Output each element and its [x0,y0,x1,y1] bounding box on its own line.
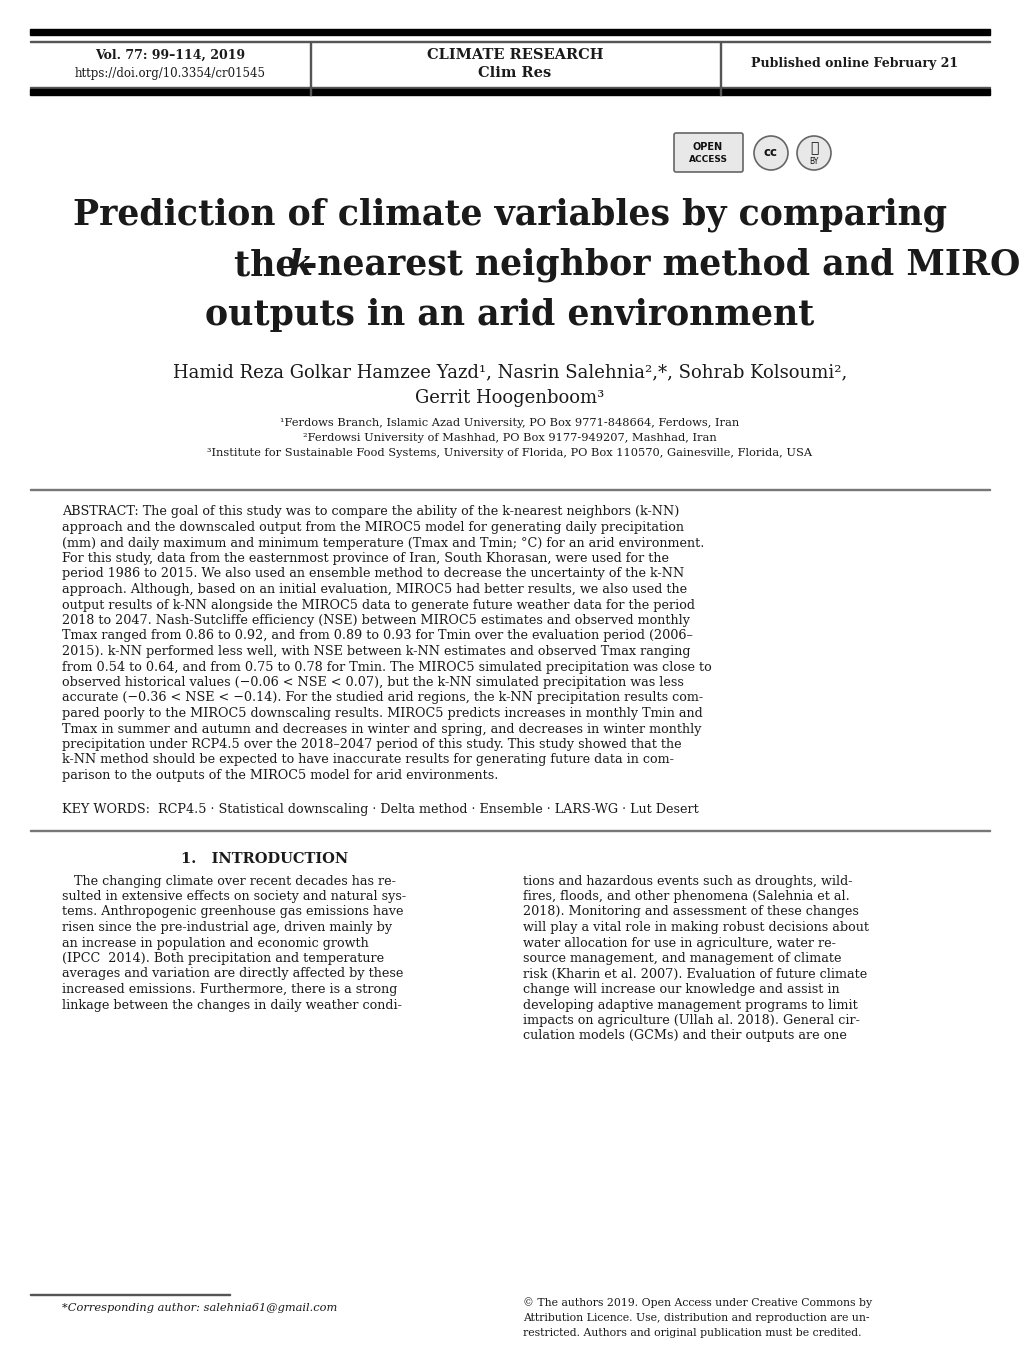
Text: https://doi.org/10.3354/cr01545: https://doi.org/10.3354/cr01545 [74,66,265,79]
Text: BY: BY [808,157,818,167]
Text: © The authors 2019. Open Access under Creative Commons by: © The authors 2019. Open Access under Cr… [523,1298,871,1309]
Text: Hamid Reza Golkar Hamzee Yazd¹, Nasrin Salehnia²,*, Sohrab Kolsoumi²,: Hamid Reza Golkar Hamzee Yazd¹, Nasrin S… [172,363,847,381]
Text: ⓘ: ⓘ [809,141,817,155]
Text: ³Institute for Sustainable Food Systems, University of Florida, PO Box 110570, G: ³Institute for Sustainable Food Systems,… [207,448,812,459]
Text: source management, and management of climate: source management, and management of cli… [523,952,841,964]
Text: approach. Although, based on an initial evaluation, MIROC5 had better results, w: approach. Although, based on an initial … [62,582,687,596]
Text: developing adaptive management programs to limit: developing adaptive management programs … [523,998,857,1011]
Text: 1.   INTRODUCTION: 1. INTRODUCTION [181,851,348,866]
Text: k-NN method should be expected to have inaccurate results for generating future : k-NN method should be expected to have i… [62,753,674,767]
Text: cc: cc [763,147,777,160]
Text: ¹Ferdows Branch, Islamic Azad University, PO Box 9771-848664, Ferdows, Iran: ¹Ferdows Branch, Islamic Azad University… [280,418,739,428]
Text: *Corresponding author: salehnia61@gmail.com: *Corresponding author: salehnia61@gmail.… [62,1303,337,1313]
Text: 2018 to 2047. Nash-Sutcliffe efficiency (NSE) between MIROC5 estimates and obser: 2018 to 2047. Nash-Sutcliffe efficiency … [62,615,689,627]
FancyBboxPatch shape [674,133,742,172]
Text: output results of k-NN alongside the MIROC5 data to generate future weather data: output results of k-NN alongside the MIR… [62,599,694,612]
Text: Published online February 21: Published online February 21 [751,58,958,70]
Text: water allocation for use in agriculture, water re-: water allocation for use in agriculture,… [523,936,835,950]
Text: CLIMATE RESEARCH: CLIMATE RESEARCH [426,48,602,62]
Text: outputs in an arid environment: outputs in an arid environment [205,299,814,332]
Text: an increase in population and economic growth: an increase in population and economic g… [62,936,369,950]
Text: The changing climate over recent decades has re-: The changing climate over recent decades… [62,874,395,888]
Bar [30,830,989,831]
Text: change will increase our knowledge and assist in: change will increase our knowledge and a… [523,983,839,997]
Bar [719,42,720,95]
Text: averages and variation are directly affected by these: averages and variation are directly affe… [62,967,403,981]
Text: accurate (−0.36 < NSE < −0.14). For the studied arid regions, the k-NN precipita: accurate (−0.36 < NSE < −0.14). For the … [62,691,702,705]
Text: linkage between the changes in daily weather condi-: linkage between the changes in daily wea… [62,998,401,1011]
Text: sulted in extensive effects on society and natural sys-: sulted in extensive effects on society a… [62,890,406,902]
Text: ACCESS: ACCESS [688,155,727,164]
Text: period 1986 to 2015. We also used an ensemble method to decrease the uncertainty: period 1986 to 2015. We also used an ens… [62,568,684,581]
Bar [30,89,989,95]
Bar [310,42,311,95]
Text: ²Ferdowsi University of Mashhad, PO Box 9177-949207, Mashhad, Iran: ²Ferdowsi University of Mashhad, PO Box … [303,433,716,443]
Text: approach and the downscaled output from the MIROC5 model for generating daily pr: approach and the downscaled output from … [62,521,684,534]
Text: KEY WORDS:  RCP4.5 · Statistical downscaling · Delta method · Ensemble · LARS-WG: KEY WORDS: RCP4.5 · Statistical downscal… [62,803,698,815]
Text: precipitation under RCP4.5 over the 2018–2047 period of this study. This study s: precipitation under RCP4.5 over the 2018… [62,738,681,751]
Circle shape [753,136,788,169]
Text: ABSTRACT: The goal of this study was to compare the ability of the k-nearest nei: ABSTRACT: The goal of this study was to … [62,506,679,519]
Text: increased emissions. Furthermore, there is a strong: increased emissions. Furthermore, there … [62,983,397,997]
Text: tems. Anthropogenic greenhouse gas emissions have: tems. Anthropogenic greenhouse gas emiss… [62,905,404,919]
Text: impacts on agriculture (Ullah al. 2018). General cir-: impacts on agriculture (Ullah al. 2018).… [523,1014,859,1028]
Text: Attribution Licence. Use, distribution and reproduction are un-: Attribution Licence. Use, distribution a… [523,1313,868,1323]
Text: 2018). Monitoring and assessment of these changes: 2018). Monitoring and assessment of thes… [523,905,858,919]
Text: (mm) and daily maximum and minimum temperature (Tmax and Tmin; °C) for an arid e: (mm) and daily maximum and minimum tempe… [62,537,704,550]
Text: culation models (GCMs) and their outputs are one: culation models (GCMs) and their outputs… [523,1029,846,1042]
Text: Gerrit Hoogenboom³: Gerrit Hoogenboom³ [415,389,604,408]
Text: fires, floods, and other phenomena (Salehnia et al.: fires, floods, and other phenomena (Sale… [523,890,849,902]
Text: will play a vital role in making robust decisions about: will play a vital role in making robust … [523,921,868,933]
Text: parison to the outputs of the MIROC5 model for arid environments.: parison to the outputs of the MIROC5 mod… [62,769,498,781]
Text: restricted. Authors and original publication must be credited.: restricted. Authors and original publica… [523,1328,861,1338]
Text: the: the [233,247,309,282]
Text: (IPCC  2014). Both precipitation and temperature: (IPCC 2014). Both precipitation and temp… [62,952,384,964]
Text: risk (Kharin et al. 2007). Evaluation of future climate: risk (Kharin et al. 2007). Evaluation of… [523,967,866,981]
Text: -nearest neighbor method and MIROC5: -nearest neighbor method and MIROC5 [303,247,1019,282]
Text: Tmax ranged from 0.86 to 0.92, and from 0.89 to 0.93 for Tmin over the evaluatio: Tmax ranged from 0.86 to 0.92, and from … [62,629,692,643]
Text: 2015). k-NN performed less well, with NSE between k-NN estimates and observed Tm: 2015). k-NN performed less well, with NS… [62,646,690,658]
Text: risen since the pre-industrial age, driven mainly by: risen since the pre-industrial age, driv… [62,921,391,933]
Text: pared poorly to the MIROC5 downscaling results. MIROC5 predicts increases in mon: pared poorly to the MIROC5 downscaling r… [62,707,702,720]
Text: Tmax in summer and autumn and decreases in winter and spring, and decreases in w: Tmax in summer and autumn and decreases … [62,722,701,736]
Text: For this study, data from the easternmost province of Iran, South Khorasan, were: For this study, data from the easternmos… [62,551,668,565]
Text: tions and hazardous events such as droughts, wild-: tions and hazardous events such as droug… [523,874,852,888]
Circle shape [796,136,830,169]
Text: OPEN: OPEN [692,143,722,152]
Text: observed historical values (−0.06 < NSE < 0.07), but the k-NN simulated precipit: observed historical values (−0.06 < NSE … [62,677,683,689]
Text: from 0.54 to 0.64, and from 0.75 to 0.78 for Tmin. The MIROC5 simulated precipit: from 0.54 to 0.64, and from 0.75 to 0.78… [62,660,711,674]
Text: Vol. 77: 99–114, 2019: Vol. 77: 99–114, 2019 [95,48,245,62]
Text: Clim Res: Clim Res [478,66,551,79]
Bar [30,488,989,490]
Text: Prediction of climate variables by comparing: Prediction of climate variables by compa… [73,198,946,233]
Bar [30,30,989,35]
Text: k: k [289,247,313,282]
